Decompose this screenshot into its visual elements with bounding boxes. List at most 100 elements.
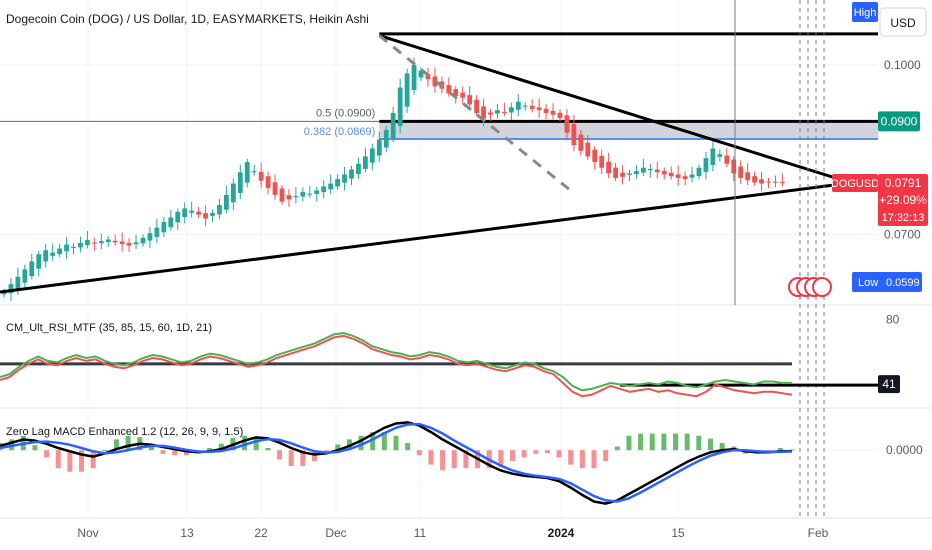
macd-histogram-bar (370, 432, 376, 451)
candle-body (752, 176, 757, 183)
macd-histogram-bar (649, 433, 655, 451)
candle-body (22, 269, 28, 283)
candle-body (217, 205, 222, 215)
candle-body (745, 172, 751, 181)
candle-body (488, 112, 493, 115)
candle-body (460, 92, 466, 98)
candle-body (314, 190, 320, 195)
candle-body (585, 142, 591, 157)
macd-histogram-bar (160, 450, 166, 454)
candle-body (140, 237, 146, 244)
macd-histogram-bar (661, 433, 667, 451)
macd-histogram-bar (113, 439, 119, 451)
candle-body (508, 107, 514, 113)
event-flag-icon (812, 277, 832, 297)
macd-histogram-bar (242, 435, 248, 451)
candle-body (244, 162, 250, 183)
candle-body (154, 227, 160, 237)
candle-body (404, 73, 410, 107)
candle-body (696, 167, 702, 177)
macd-histogram-bar (44, 450, 50, 458)
candle-body (599, 155, 605, 168)
symbol-badge (832, 174, 878, 192)
rsi-tick-label: 80 (886, 313, 900, 327)
high-badge (852, 2, 878, 22)
macd-histogram-bar (218, 443, 224, 451)
candle-body (126, 242, 132, 246)
candle-body (446, 85, 452, 94)
candle-body (237, 172, 243, 193)
candle-body (293, 195, 299, 198)
macd-histogram-bar (393, 435, 399, 451)
last-price-badge (878, 174, 928, 226)
candle-body (175, 211, 181, 223)
macd-histogram-bar (381, 432, 387, 451)
candle-body (474, 99, 479, 113)
macd-indicator-label[interactable]: Zero Lag MACD Enhanced 1.2 (12, 26, 9, 9… (6, 426, 244, 438)
candle-body (64, 244, 69, 252)
macd-histogram-bar (638, 433, 644, 451)
descending-trendline (378, 34, 843, 182)
candle-body (203, 213, 208, 219)
candle-body (251, 171, 257, 173)
macd-histogram-bar (556, 450, 562, 458)
macd-histogram-bar (579, 450, 585, 469)
macd-histogram-bar (719, 442, 725, 451)
rsi-pane[interactable] (0, 331, 882, 398)
time-tick-label: Dec (325, 526, 346, 540)
currency-button (879, 7, 927, 37)
macd-histogram-bar (533, 450, 539, 454)
time-axis[interactable]: Nov 13 22 Dec 11 2024 15 Feb (77, 526, 828, 540)
level-badge (878, 111, 920, 132)
macd-histogram-bar (300, 450, 306, 467)
candle-body (272, 182, 278, 195)
macd-histogram-bar (277, 450, 283, 460)
time-tick-label: 13 (180, 526, 194, 540)
level-badge-text: 0.0900 (881, 114, 918, 128)
candle-body (495, 110, 500, 114)
macd-histogram-bar (335, 444, 341, 451)
candle-body (342, 174, 347, 183)
price-pane[interactable]: 0.5 (0.0900) 0.382 (0.0869) (0, 0, 878, 518)
candle-body (376, 139, 382, 156)
low-badge-value: 0.0599 (886, 277, 920, 289)
time-tick-label: Feb (808, 526, 829, 540)
macd-histogram-bar (498, 450, 504, 467)
price-axis[interactable]: 0.1000 0.0700 80 0.0000 (884, 58, 923, 457)
candle-body (390, 112, 396, 139)
candle-body (15, 276, 21, 289)
low-badge (852, 272, 922, 292)
candle-body (522, 105, 528, 107)
time-tick-label: 15 (671, 526, 685, 540)
candle-body (1, 292, 7, 295)
candle-body (328, 183, 334, 190)
candle-body (189, 210, 195, 213)
macd-pane[interactable] (0, 421, 795, 505)
candle-body (29, 261, 35, 277)
candle-body (210, 212, 215, 216)
macd-tick-label: 0.0000 (886, 443, 923, 457)
macd-histogram-bar (509, 450, 515, 461)
macd-histogram-bar (696, 435, 702, 451)
candle-body (300, 192, 306, 197)
candle-body (613, 167, 618, 178)
macd-histogram-bar (521, 450, 527, 458)
candle-body (515, 101, 521, 110)
symbol-badge-text: DOGUSD (831, 178, 879, 190)
candle-body (759, 179, 764, 184)
currency-label: USD (890, 16, 916, 30)
candle-body (543, 108, 549, 113)
candle-body (766, 181, 771, 183)
candle-body (119, 241, 125, 244)
candle-body (161, 221, 167, 233)
candle-body (147, 233, 153, 241)
rsi-indicator-label[interactable]: CM_Ult_RSI_MTF (35, 85, 15, 60, 1D, 21) (6, 322, 213, 334)
macd-histogram-bar (603, 450, 609, 461)
candle-body (564, 115, 570, 133)
candle-body (467, 95, 473, 105)
candle-body (738, 166, 744, 178)
candle-body (91, 242, 97, 244)
candle-body (335, 179, 340, 187)
macd-histogram-bar (90, 450, 96, 469)
